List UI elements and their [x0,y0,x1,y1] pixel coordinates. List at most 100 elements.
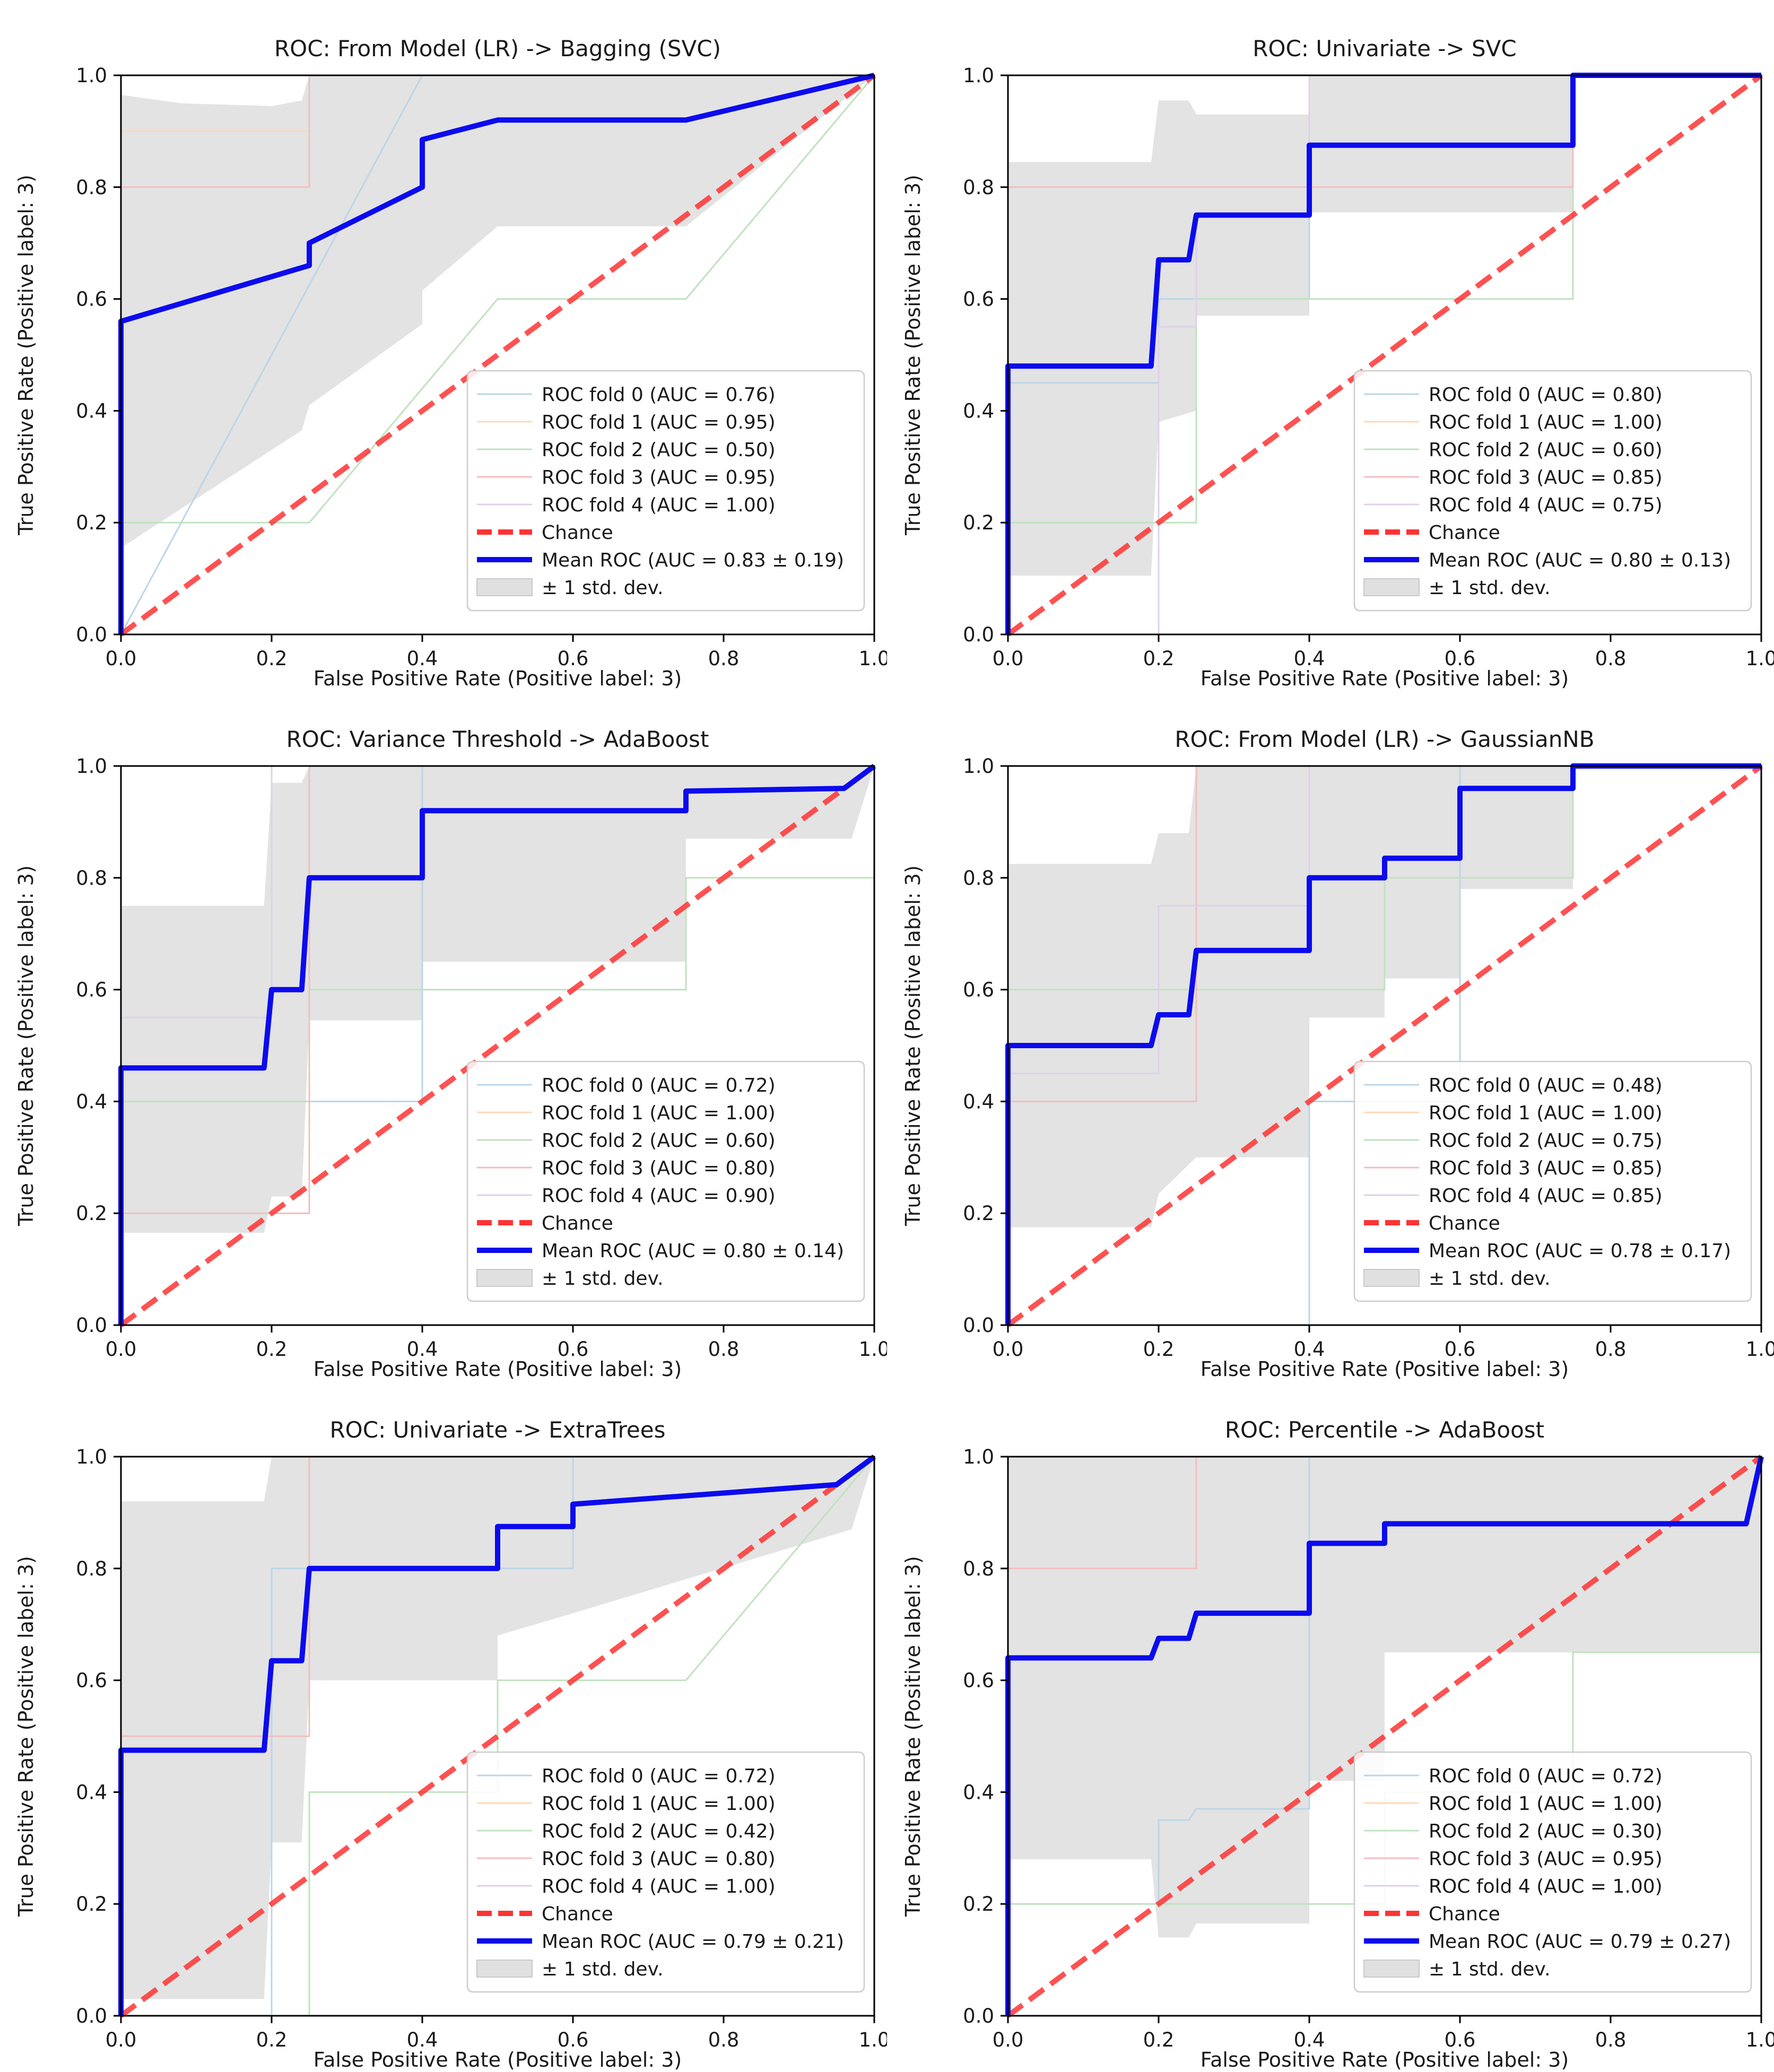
legend-item-label: ± 1 std. dev. [1429,1268,1551,1290]
x-tick-label: 0.0 [106,1338,137,1361]
axes-frame [1007,1456,1762,2017]
x-axis-label: False Positive Rate (Positive label: 3) [314,667,682,690]
x-axis-label: False Positive Rate (Positive label: 3) [1201,2048,1569,2071]
roc-subplot-univariate-svc: 0.0 0.2 0.4 0.6 0.8 1.0 0.0 0.2 0.4 0.6 0.8 1.0 ROC:… [887,0,1774,691]
y-tick-label: 0.4 [76,399,107,422]
legend-item-label: ROC fold 4 (AUC = 0.85) [1429,1185,1663,1207]
legend-item-label: ± 1 std. dev. [542,1958,664,1980]
y-tick-label: 0.6 [963,979,994,1002]
axes-frame [120,74,875,635]
axes-frame [120,1456,875,2017]
roc-chart-svg: 0.0 0.2 0.4 0.6 0.8 1.0 0.0 0.2 0.4 0.6 0.8 1.0 ROC:… [14,36,887,690]
legend-item-label: ROC fold 1 (AUC = 1.00) [542,1793,776,1815]
roc-subplot-percentile-adaboost: 0.0 0.2 0.4 0.6 0.8 1.0 0.0 0.2 0.4 0.6 0.8 1.0 ROC:… [887,1381,1774,2072]
legend-item-label: ROC fold 1 (AUC = 0.95) [542,412,776,433]
x-tick-label: 0.2 [256,647,288,670]
x-tick-label: 0.8 [708,647,740,670]
y-tick-label: 0.4 [963,1781,994,1804]
legend-box [1353,1060,1752,1302]
y-tick-label: 0.6 [963,1669,994,1692]
y-tick-label: 0.6 [963,288,994,311]
x-tick-label: 0.4 [407,647,438,670]
legend-item-label: ROC fold 1 (AUC = 1.00) [1429,1102,1663,1124]
legend-item-label: Mean ROC (AUC = 0.83 ± 0.19) [542,550,844,571]
x-tick-label: 0.2 [1143,2029,1175,2051]
legend-item-label: Chance [542,1213,613,1234]
x-tick-label: 0.6 [558,2029,589,2051]
x-tick-label: 1.0 [1746,2029,1774,2051]
y-tick-label: 0.4 [76,1090,107,1113]
x-tick-label: 0.0 [993,1338,1024,1361]
legend-band-swatch [1363,1269,1420,1287]
x-tick-label: 0.4 [1294,2029,1325,2051]
legend-item-label: ROC fold 3 (AUC = 0.80) [542,1157,776,1179]
axes-frame [1007,765,1762,1326]
y-axis-label: True Positive Rate (Positive label: 3) [901,1556,925,1917]
x-tick-label: 0.8 [708,1338,740,1361]
y-tick-label: 0.2 [963,1202,994,1225]
roc-chart-svg: 0.0 0.2 0.4 0.6 0.8 1.0 0.0 0.2 0.4 0.6 0.8 1.0 ROC:… [901,36,1774,690]
legend-band-swatch [1363,578,1420,596]
legend-item-label: ± 1 std. dev. [542,1268,664,1290]
y-axis-label: True Positive Rate (Positive label: 3) [901,175,925,536]
y-tick-label: 0.8 [963,1557,994,1580]
chart-title: ROC: Percentile -> AdaBoost [1225,1417,1544,1443]
legend-item-label: ± 1 std. dev. [1429,1958,1551,1980]
legend-item-label: ROC fold 0 (AUC = 0.72) [1429,1765,1663,1787]
legend-item-label: ROC fold 2 (AUC = 0.30) [1429,1821,1663,1842]
roc-chart-svg: 0.0 0.2 0.4 0.6 0.8 1.0 0.0 0.2 0.4 0.6 0.8 1.0 ROC:… [14,726,887,1381]
mean-roc-line [1005,1456,1764,2016]
y-axis-label: True Positive Rate (Positive label: 3) [14,865,38,1226]
legend-band-swatch [476,1960,533,1978]
axes-frame [1007,74,1762,635]
y-tick-label: 1.0 [963,1446,994,1468]
legend-item-label: ± 1 std. dev. [1429,577,1551,599]
legend-item-label: Mean ROC (AUC = 0.79 ± 0.21) [542,1931,844,1953]
x-tick-label: 0.8 [708,2029,740,2051]
legend-item-label: ROC fold 0 (AUC = 0.80) [1429,384,1663,406]
x-tick-label: 0.2 [256,1338,288,1361]
x-tick-label: 0.0 [993,647,1024,670]
y-tick-label: 1.0 [76,755,107,778]
legend-item-label: Chance [1429,1903,1500,1925]
legend-item-label: ROC fold 0 (AUC = 0.76) [542,384,776,406]
x-axis-label: False Positive Rate (Positive label: 3) [314,1357,682,1381]
x-tick-label: 0.4 [407,1338,438,1361]
y-tick-label: 0.2 [963,1893,994,1916]
legend-item-label: ROC fold 2 (AUC = 0.50) [542,439,776,461]
x-tick-label: 0.8 [1595,647,1627,670]
legend-item-label: ROC fold 3 (AUC = 0.85) [1429,1157,1663,1179]
y-tick-label: 0.0 [76,2005,107,2027]
y-tick-label: 0.2 [76,1893,107,1916]
x-tick-label: 0.2 [1143,647,1175,670]
legend-item-label: ROC fold 2 (AUC = 0.42) [542,1821,776,1842]
y-tick-label: 0.6 [76,1669,107,1692]
y-tick-label: 0.6 [76,979,107,1002]
chart-title: ROC: Univariate -> ExtraTrees [330,1417,666,1443]
chance-line [119,763,876,1328]
legend-item-label: ROC fold 3 (AUC = 0.95) [1429,1848,1663,1870]
legend-item-label: ROC fold 4 (AUC = 0.75) [1429,494,1663,516]
x-tick-label: 0.4 [1294,647,1325,670]
legend-item-label: Mean ROC (AUC = 0.79 ± 0.27) [1429,1931,1731,1953]
chart-title: ROC: From Model (LR) -> Bagging (SVC) [274,36,721,62]
chance-line [1006,1454,1763,2018]
y-tick-label: 0.2 [76,511,107,534]
roc-fold-line-2 [120,766,875,1325]
legend-item-label: ROC fold 0 (AUC = 0.72) [542,1765,776,1787]
std-dev-band [121,75,874,548]
y-tick-label: 0.8 [963,176,994,199]
legend-band-swatch [1363,1960,1420,1978]
y-tick-label: 0.0 [963,623,994,646]
legend-item-label: ROC fold 1 (AUC = 1.00) [542,1102,776,1124]
x-tick-label: 0.0 [106,2029,137,2051]
y-tick-label: 0.4 [963,399,994,422]
x-tick-label: 0.6 [1445,2029,1476,2051]
roc-subplot-gaussiannb: 0.0 0.2 0.4 0.6 0.8 1.0 0.0 0.2 0.4 0.6 0.8 1.0 ROC:… [887,691,1774,1381]
roc-subplot-bagging-svc: 0.0 0.2 0.4 0.6 0.8 1.0 0.0 0.2 0.4 0.6 0.8 1.0 ROC:… [0,0,887,691]
y-tick-label: 1.0 [76,1446,107,1468]
y-tick-label: 1.0 [963,755,994,778]
chance-line [1006,73,1763,637]
legend-item-label: Mean ROC (AUC = 0.78 ± 0.17) [1429,1240,1731,1262]
